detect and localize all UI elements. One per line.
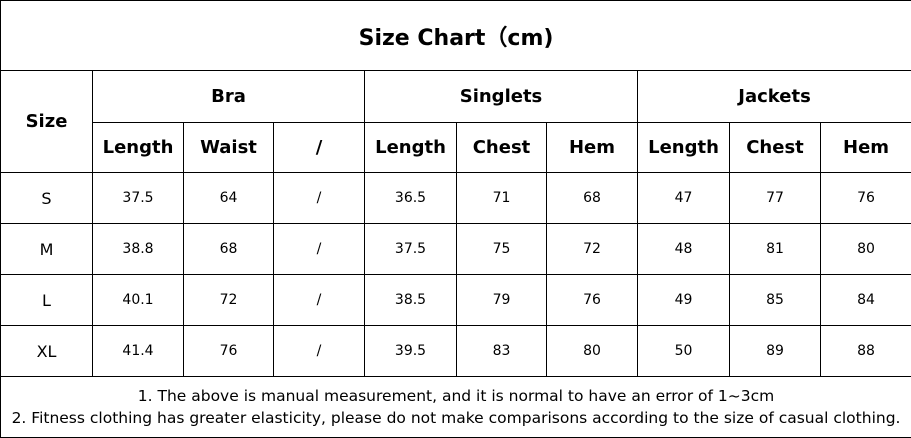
table-cell: 48 [638,224,730,275]
table-title: Size Chart（cm) [1,1,911,71]
table-cell: 80 [821,224,911,275]
table-cell: 49 [638,275,730,326]
column-header: Hem [821,123,911,173]
table-cell: 81 [730,224,821,275]
table-cell: 72 [184,275,274,326]
table-cell: 88 [821,326,911,377]
group-header-singlets: Singlets [365,71,638,123]
column-header: Hem [547,123,638,173]
note-2: 2. Fitness clothing has greater elastici… [1,407,911,429]
table-cell: 38.5 [365,275,457,326]
table-cell: 76 [821,173,911,224]
table-cell: / [274,275,365,326]
table-cell: / [274,326,365,377]
table-cell: 79 [457,275,547,326]
size-cell: L [1,275,93,326]
table-cell: 37.5 [93,173,184,224]
table-cell: 72 [547,224,638,275]
table-cell: 68 [184,224,274,275]
table-cell: 36.5 [365,173,457,224]
table-cell: 83 [457,326,547,377]
table-cell: 50 [638,326,730,377]
table-cell: 71 [457,173,547,224]
column-header: Waist [184,123,274,173]
table-cell: 47 [638,173,730,224]
table-cell: / [274,224,365,275]
table-cell: 64 [184,173,274,224]
table-cell: 37.5 [365,224,457,275]
table-cell: 76 [184,326,274,377]
note-1: 1. The above is manual measurement, and … [1,385,911,407]
table-cell: 68 [547,173,638,224]
notes: 1. The above is manual measurement, and … [1,377,911,438]
table-cell: / [274,173,365,224]
column-header: Length [93,123,184,173]
table-cell: 84 [821,275,911,326]
column-header: Chest [730,123,821,173]
group-header-jackets: Jackets [638,71,911,123]
table-cell: 39.5 [365,326,457,377]
group-header-bra: Bra [93,71,365,123]
table-cell: 89 [730,326,821,377]
table-cell: 38.8 [93,224,184,275]
table-cell: 85 [730,275,821,326]
table-cell: 76 [547,275,638,326]
table-cell: 40.1 [93,275,184,326]
table-cell: 75 [457,224,547,275]
size-header: Size [1,71,93,173]
size-cell: M [1,224,93,275]
column-header: / [274,123,365,173]
column-header: Length [365,123,457,173]
table-cell: 80 [547,326,638,377]
table-cell: 77 [730,173,821,224]
size-cell: XL [1,326,93,377]
column-header: Chest [457,123,547,173]
table-cell: 41.4 [93,326,184,377]
size-cell: S [1,173,93,224]
column-header: Length [638,123,730,173]
